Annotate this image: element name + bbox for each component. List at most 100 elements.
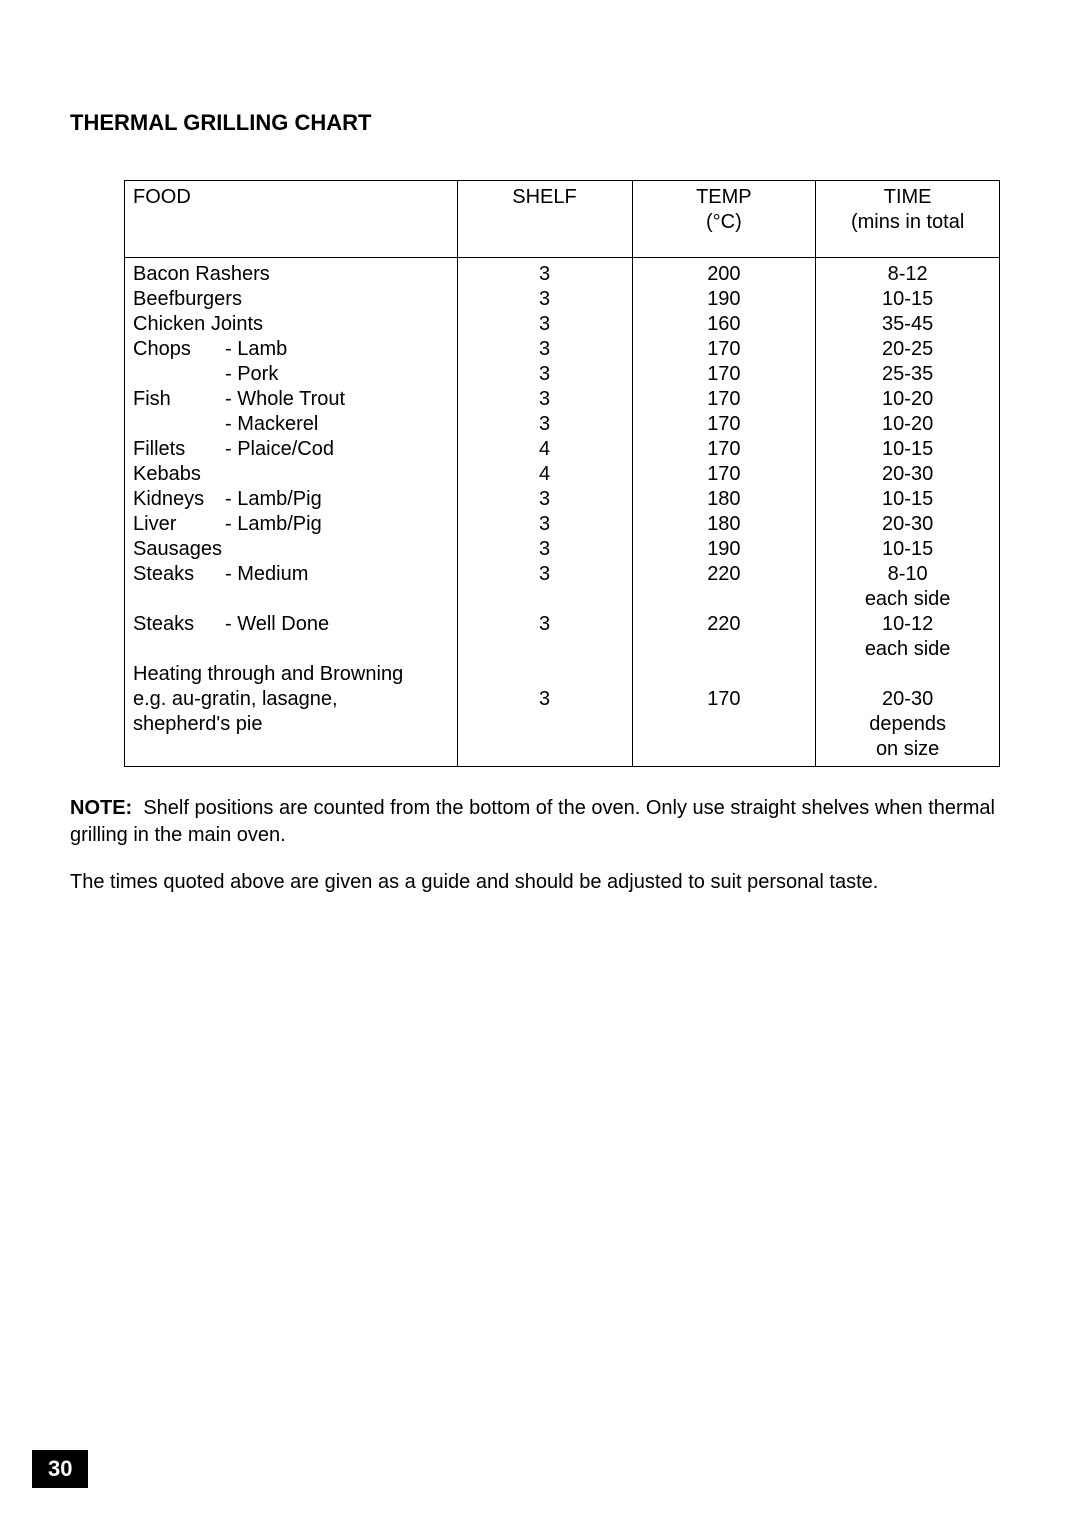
food-main: Bacon Rashers <box>133 262 270 287</box>
food-main: Fillets <box>133 437 225 462</box>
table-row: on size <box>125 737 1000 767</box>
temp-label: TEMP <box>696 186 752 208</box>
cell-food: Chicken Joints <box>125 312 458 337</box>
cell-shelf: 3 <box>457 362 632 387</box>
cell-food <box>125 637 458 662</box>
cell-time: each side <box>816 587 1000 612</box>
cell-temp: 190 <box>632 287 816 312</box>
food-sub: - Mackerel <box>225 413 318 435</box>
col-header-shelf: SHELF <box>457 181 632 258</box>
cell-food: Bacon Rashers <box>125 258 458 288</box>
note-times-guide: The times quoted above are given as a gu… <box>70 869 1010 896</box>
table-header-row: FOOD SHELF TEMP (°C) TIME (mins in total <box>125 181 1000 258</box>
table-row: Chops- Lamb317020-25 <box>125 337 1000 362</box>
table-row: Sausages319010-15 <box>125 537 1000 562</box>
cell-food: shepherd's pie <box>125 712 458 737</box>
cell-temp <box>632 737 816 767</box>
grilling-chart-table: FOOD SHELF TEMP (°C) TIME (mins in total… <box>124 180 1000 767</box>
time-label: TIME <box>884 186 932 208</box>
table-row: Fillets- Plaice/Cod417010-15 <box>125 437 1000 462</box>
food-sub: - Lamb/Pig <box>225 488 322 510</box>
cell-time: 10-20 <box>816 387 1000 412</box>
cell-temp: 170 <box>632 437 816 462</box>
cell-shelf <box>457 637 632 662</box>
table-row: - Mackerel317010-20 <box>125 412 1000 437</box>
food-main: Kebabs <box>133 462 225 487</box>
table-row: Liver- Lamb/Pig318020-30 <box>125 512 1000 537</box>
cell-food: Chops- Lamb <box>125 337 458 362</box>
cell-shelf: 3 <box>457 258 632 288</box>
food-main: Beefburgers <box>133 287 242 312</box>
table-row: Heating through and Browning <box>125 662 1000 687</box>
food-sub: - Lamb/Pig <box>225 513 322 535</box>
cell-temp: 170 <box>632 387 816 412</box>
cell-time: 25-35 <box>816 362 1000 387</box>
cell-time: on size <box>816 737 1000 767</box>
food-main: Chicken Joints <box>133 312 263 337</box>
cell-temp: 170 <box>632 687 816 712</box>
food-sub: - Plaice/Cod <box>225 438 334 460</box>
cell-shelf: 3 <box>457 487 632 512</box>
cell-temp: 200 <box>632 258 816 288</box>
table-row: - Pork 317025-35 <box>125 362 1000 387</box>
cell-time: 8-12 <box>816 258 1000 288</box>
cell-food: - Mackerel <box>125 412 458 437</box>
cell-shelf <box>457 662 632 687</box>
table-row: Steaks- Medium32208-10 <box>125 562 1000 587</box>
cell-shelf: 3 <box>457 512 632 537</box>
cell-temp: 180 <box>632 487 816 512</box>
cell-temp: 220 <box>632 612 816 637</box>
cell-time: 20-25 <box>816 337 1000 362</box>
cell-time: 8-10 <box>816 562 1000 587</box>
cell-shelf: 3 <box>457 287 632 312</box>
cell-shelf <box>457 712 632 737</box>
cell-temp <box>632 712 816 737</box>
cell-food <box>125 587 458 612</box>
cell-temp: 190 <box>632 537 816 562</box>
cell-temp: 170 <box>632 462 816 487</box>
col-header-food: FOOD <box>125 181 458 258</box>
cell-time: 10-15 <box>816 287 1000 312</box>
cell-temp <box>632 587 816 612</box>
cell-shelf: 3 <box>457 412 632 437</box>
cell-shelf: 3 <box>457 537 632 562</box>
cell-shelf <box>457 737 632 767</box>
cell-temp: 180 <box>632 512 816 537</box>
table-row: shepherd's piedepends <box>125 712 1000 737</box>
cell-shelf: 3 <box>457 312 632 337</box>
cell-time: 20-30 <box>816 512 1000 537</box>
food-main: Steaks <box>133 612 225 637</box>
col-header-time: TIME (mins in total <box>816 181 1000 258</box>
cell-temp: 160 <box>632 312 816 337</box>
food-sub: - Well Done <box>225 613 329 635</box>
cell-time: each side <box>816 637 1000 662</box>
food-main: Steaks <box>133 562 225 587</box>
food-main: Chops <box>133 337 225 362</box>
cell-food: Sausages <box>125 537 458 562</box>
cell-food: Fillets- Plaice/Cod <box>125 437 458 462</box>
table-row: e.g. au-gratin, lasagne,317020-30 <box>125 687 1000 712</box>
cell-temp: 170 <box>632 337 816 362</box>
table-row: Fish- Whole Trout317010-20 <box>125 387 1000 412</box>
table-row: each side <box>125 587 1000 612</box>
notes-section: NOTE: Shelf positions are counted from t… <box>70 795 1010 896</box>
cell-shelf: 3 <box>457 337 632 362</box>
temp-unit: (°C) <box>706 211 742 233</box>
cell-food <box>125 737 458 767</box>
note-shelf-positions: NOTE: Shelf positions are counted from t… <box>70 795 1010 849</box>
cell-food: Beefburgers <box>125 287 458 312</box>
cell-temp: 170 <box>632 362 816 387</box>
cell-temp <box>632 637 816 662</box>
cell-shelf: 3 <box>457 562 632 587</box>
food-sub: - Medium <box>225 563 308 585</box>
table-row: each side <box>125 637 1000 662</box>
food-sub: - Pork <box>225 363 278 385</box>
food-main: Kidneys <box>133 487 225 512</box>
cell-food: e.g. au-gratin, lasagne, <box>125 687 458 712</box>
cell-shelf: 3 <box>457 387 632 412</box>
cell-time: 10-15 <box>816 487 1000 512</box>
table-row: Chicken Joints316035-45 <box>125 312 1000 337</box>
cell-shelf: 3 <box>457 612 632 637</box>
cell-time: 10-12 <box>816 612 1000 637</box>
food-main: Sausages <box>133 537 225 562</box>
